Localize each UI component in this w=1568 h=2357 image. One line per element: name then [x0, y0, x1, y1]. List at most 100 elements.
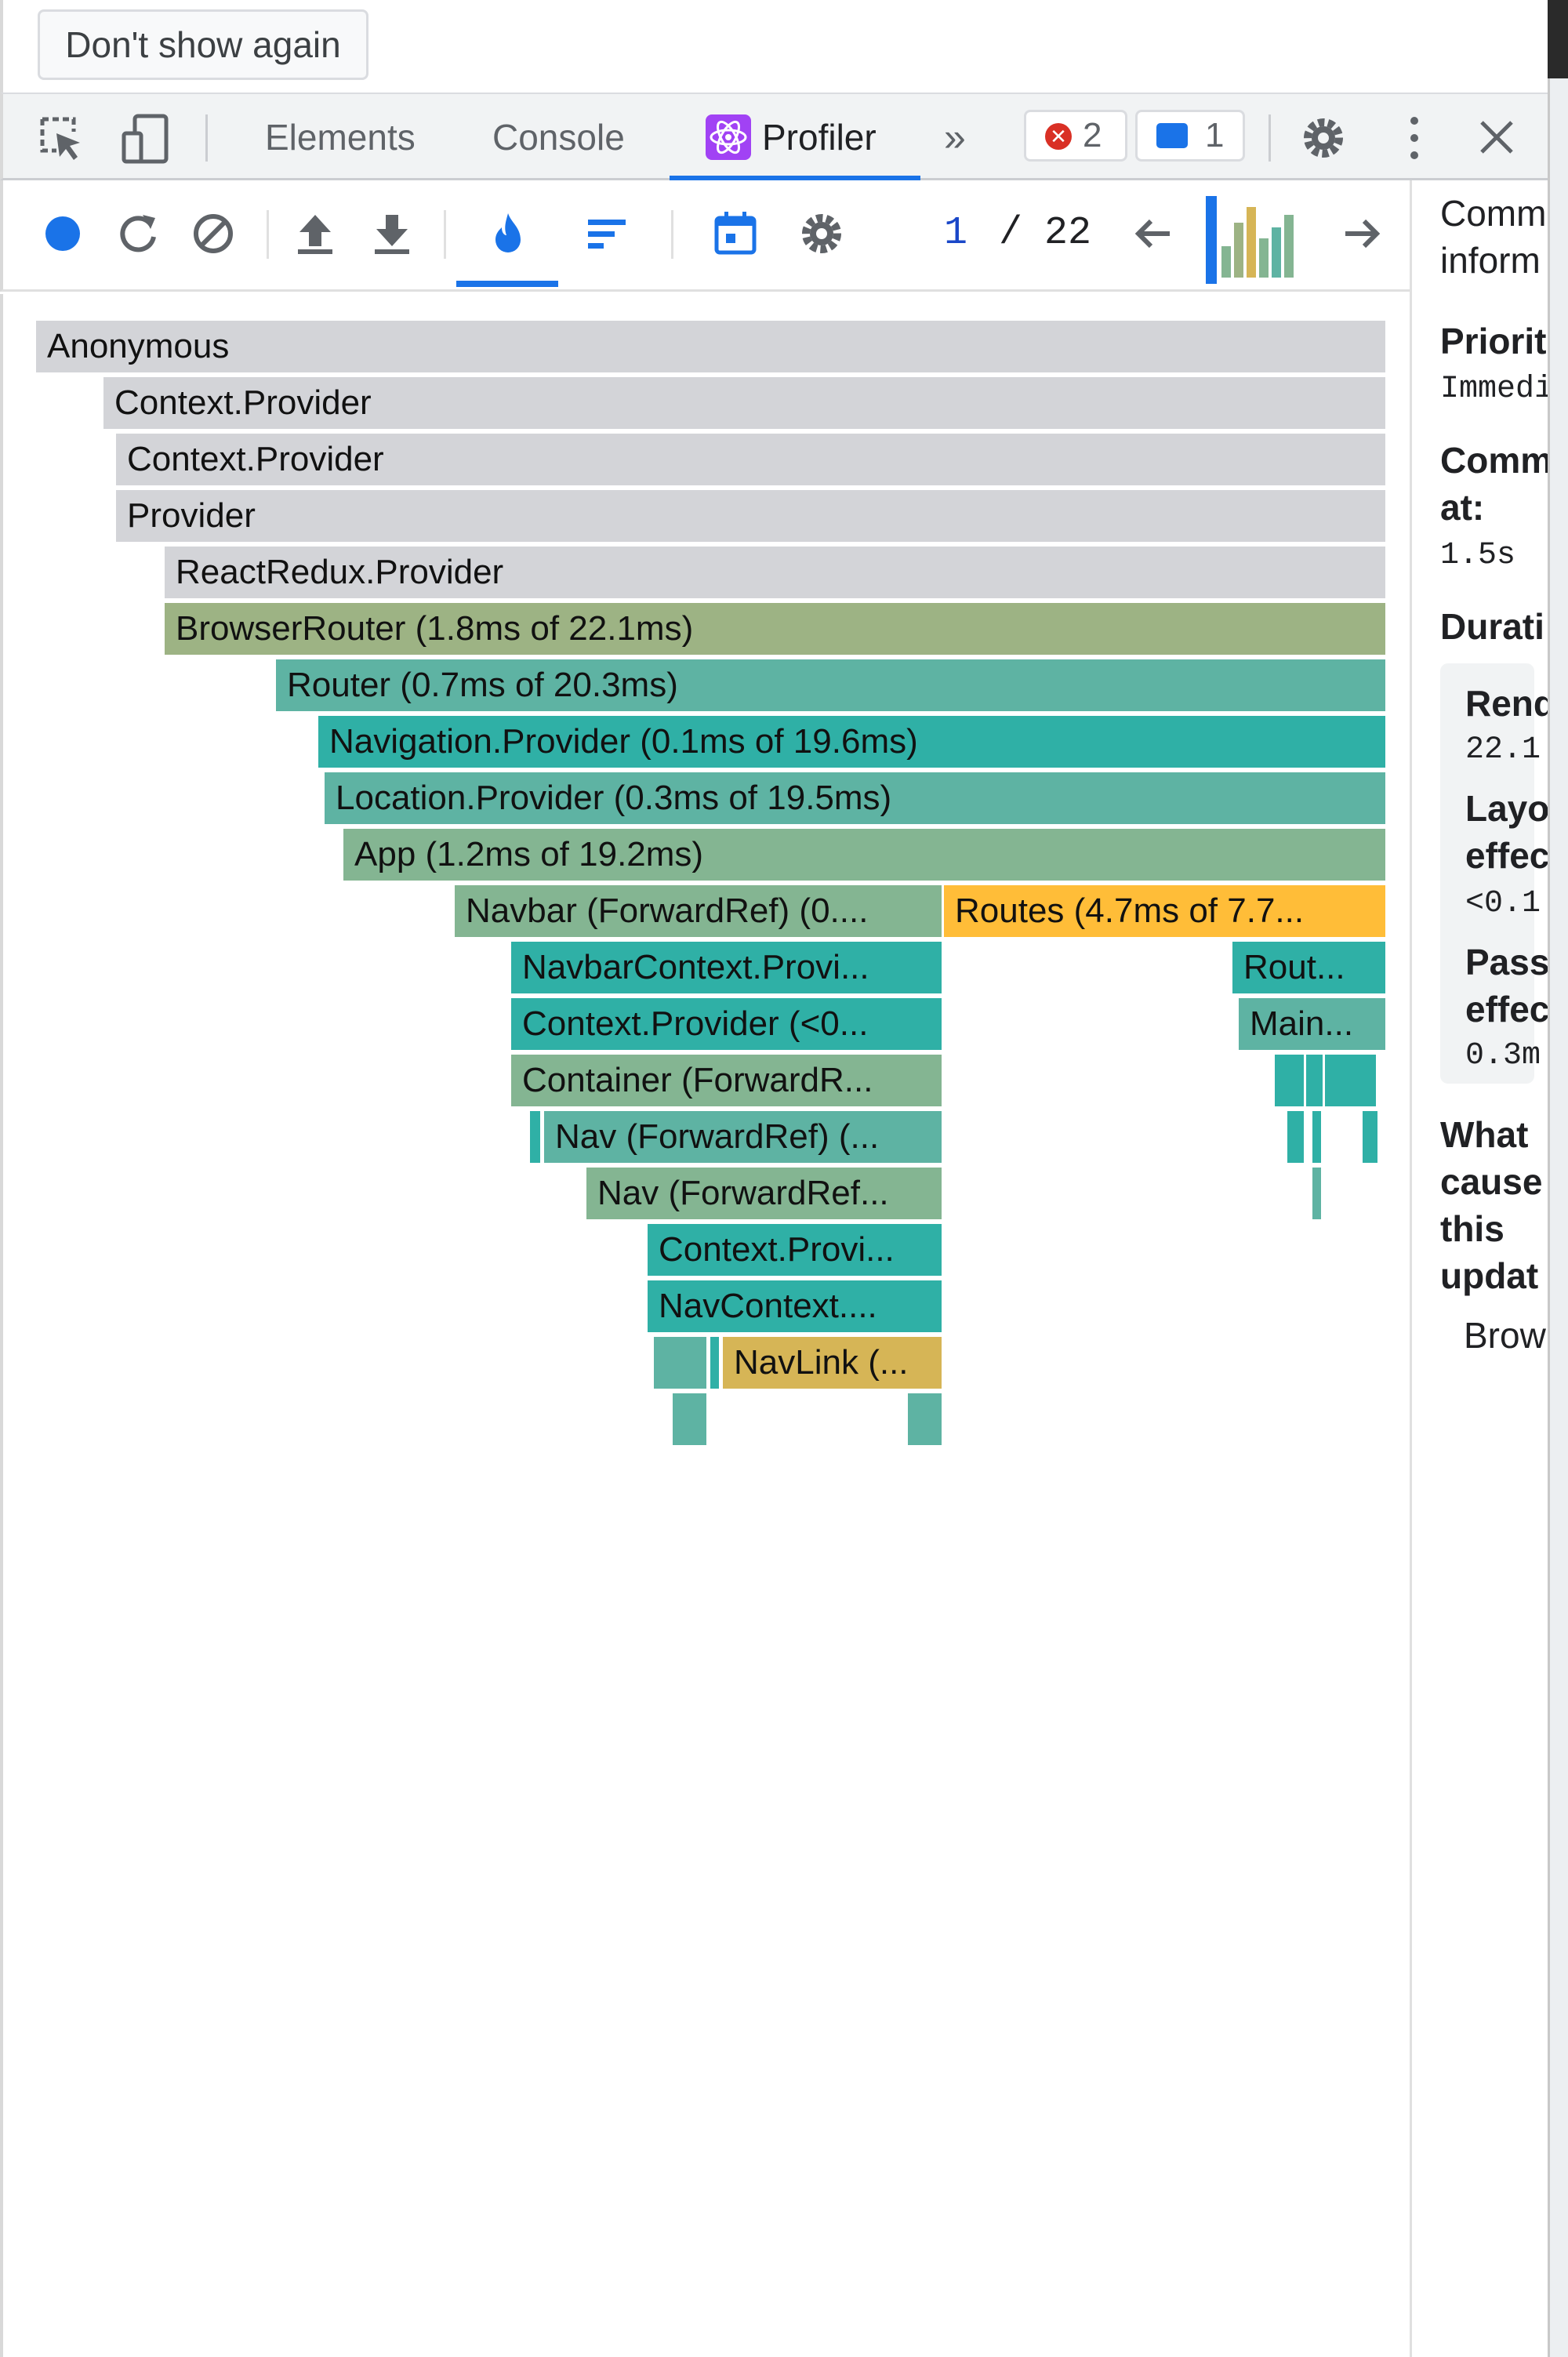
clear-profile-icon[interactable] — [188, 209, 238, 259]
commit-total: 22 — [1044, 211, 1092, 256]
tab-elements[interactable]: Elements — [265, 117, 416, 158]
priority-label: Priorit — [1440, 321, 1547, 361]
close-icon[interactable] — [1477, 118, 1516, 157]
flame-bar-main[interactable]: Main... — [1239, 998, 1388, 1050]
flame-bar-app[interactable]: App (1.2ms of 19.2ms) — [343, 829, 1388, 881]
settings-gear-icon[interactable] — [1298, 113, 1348, 163]
divider — [671, 210, 673, 259]
flame-bar-small[interactable] — [908, 1393, 944, 1445]
commit-info-heading-1: Comm — [1440, 193, 1547, 234]
committed-at-label-1: Comm — [1440, 440, 1548, 481]
flame-bar-navbar[interactable]: Navbar (ForwardRef) (0.... — [455, 885, 944, 937]
flame-bar-navlink[interactable]: NavLink (... — [723, 1337, 944, 1389]
messages-count: 1 — [1205, 116, 1225, 154]
flame-bar-context-provider[interactable]: Context.Provider — [116, 434, 1388, 485]
timeline-calendar-icon[interactable] — [710, 209, 760, 259]
profiler-toolbar: 1 / 22 — [0, 180, 1411, 292]
flame-bar-rout[interactable]: Rout... — [1232, 942, 1388, 993]
what-caused-label-2: cause — [1440, 1161, 1543, 1202]
previous-commit-arrow-icon[interactable] — [1129, 209, 1179, 259]
update-cause-value[interactable]: Brow — [1464, 1315, 1546, 1356]
flame-bar-navbarcontext-provider[interactable]: NavbarContext.Provi... — [511, 942, 944, 993]
active-tab-indicator — [670, 176, 920, 180]
flame-bar-anonymous[interactable]: Anonymous — [36, 321, 1388, 372]
passive-effects-label-1: Pass — [1465, 942, 1548, 982]
dont-show-again-button[interactable]: Don't show again — [38, 9, 368, 80]
flame-bar-small[interactable] — [654, 1337, 709, 1389]
divider — [444, 210, 446, 259]
layout-effects-label-1: Layo — [1465, 788, 1548, 829]
window-edge — [1548, 0, 1568, 2357]
errors-count: 2 — [1083, 116, 1102, 154]
window-edge-dark — [1548, 0, 1568, 78]
commit-information-pane: Comm inform Priorit Immedi Comm at: 1.5s… — [1410, 180, 1548, 2357]
passive-effects-value: 0.3m — [1465, 1038, 1541, 1073]
render-label: Rend — [1465, 683, 1548, 724]
divider — [1269, 114, 1271, 162]
flame-bar-context-provider[interactable]: Context.Provi... — [648, 1224, 944, 1276]
flamegraph-flame-icon[interactable] — [483, 209, 533, 259]
committed-at-label-2: at: — [1440, 487, 1485, 528]
message-icon — [1156, 123, 1188, 148]
divider — [267, 210, 269, 259]
error-icon: ✕ — [1045, 123, 1072, 150]
flame-bar-routes[interactable]: Routes (4.7ms of 7.7... — [944, 885, 1388, 937]
flame-bar-small[interactable] — [1363, 1111, 1380, 1163]
flame-bar-provider[interactable]: Provider — [116, 490, 1388, 542]
layout-effects-value: <0.1 — [1465, 886, 1541, 921]
record-icon[interactable] — [38, 209, 88, 259]
flame-bar-context-provider[interactable]: Context.Provider (<0... — [511, 998, 944, 1050]
what-caused-label-4: updat — [1440, 1255, 1539, 1296]
render-value: 22.1 — [1465, 732, 1541, 768]
flame-graph: Anonymous Context.Provider Context.Provi… — [0, 294, 1410, 2357]
next-commit-arrow-icon[interactable] — [1336, 209, 1386, 259]
active-view-indicator — [456, 281, 558, 287]
flame-bar-small[interactable] — [1306, 1055, 1325, 1106]
flame-bar-navcontext[interactable]: NavContext.... — [648, 1280, 944, 1332]
more-tabs-button[interactable]: » — [944, 115, 966, 159]
flame-bar-small[interactable] — [530, 1111, 543, 1163]
messages-badge[interactable]: 1 — [1135, 110, 1245, 162]
devtools-tab-bar: Elements Console Profiler » ✕ 2 1 — [0, 93, 1548, 180]
priority-value: Immedi — [1440, 372, 1548, 407]
flame-bar-small[interactable] — [1275, 1055, 1306, 1106]
flame-bar-browserrouter[interactable]: BrowserRouter (1.8ms of 22.1ms) — [165, 603, 1388, 655]
passive-effects-label-2: effec — [1465, 989, 1548, 1030]
errors-badge[interactable]: ✕ 2 — [1024, 110, 1127, 162]
react-icon — [706, 114, 751, 160]
flame-bar-nav-forwardref[interactable]: Nav (ForwardRef... — [586, 1168, 944, 1219]
layout-effects-label-2: effec — [1465, 835, 1548, 876]
flame-bar-context-provider[interactable]: Context.Provider — [103, 377, 1388, 429]
upload-icon[interactable] — [290, 209, 340, 259]
flame-bar-small[interactable] — [1287, 1111, 1306, 1163]
tab-console[interactable]: Console — [492, 117, 625, 158]
duration-breakdown-box: Rend 22.1 Layo effec <0.1 Pass effec 0.3… — [1440, 663, 1548, 1084]
download-icon[interactable] — [367, 209, 417, 259]
flame-bar-navigation-provider[interactable]: Navigation.Provider (0.1ms of 19.6ms) — [318, 716, 1388, 768]
committed-at-value: 1.5s — [1440, 538, 1516, 573]
tab-profiler[interactable]: Profiler — [762, 117, 877, 158]
flame-bar-small[interactable] — [1312, 1168, 1323, 1219]
flame-bar-location-provider[interactable]: Location.Provider (0.3ms of 19.5ms) — [325, 772, 1388, 824]
profiler-settings-gear-icon[interactable] — [797, 209, 847, 259]
what-caused-label-1: What — [1440, 1114, 1529, 1155]
ranked-chart-icon[interactable] — [582, 209, 632, 259]
flame-bar-small[interactable] — [673, 1393, 709, 1445]
flame-bar-router[interactable]: Router (0.7ms of 20.3ms) — [276, 659, 1388, 711]
reload-and-profile-icon[interactable] — [113, 209, 163, 259]
flame-bar-small[interactable] — [1325, 1055, 1378, 1106]
flame-bar-small[interactable] — [710, 1337, 721, 1389]
more-options-icon[interactable] — [1399, 114, 1430, 162]
flame-bar-small[interactable] — [1312, 1111, 1323, 1163]
inspect-element-icon[interactable] — [38, 116, 88, 163]
commit-bar-chart[interactable] — [1204, 196, 1301, 284]
notification-bar: Don't show again — [0, 0, 1548, 93]
divider — [205, 114, 208, 162]
device-toolbar-icon[interactable] — [121, 113, 171, 165]
what-caused-label-3: this — [1440, 1208, 1504, 1249]
commit-info-heading-2: inform — [1440, 240, 1541, 281]
flame-bar-container[interactable]: Container (ForwardR... — [511, 1055, 944, 1106]
commit-separator: / — [999, 211, 1023, 256]
flame-bar-nav-forwardref[interactable]: Nav (ForwardRef) (... — [544, 1111, 944, 1163]
flame-bar-reactredux-provider[interactable]: ReactRedux.Provider — [165, 547, 1388, 598]
